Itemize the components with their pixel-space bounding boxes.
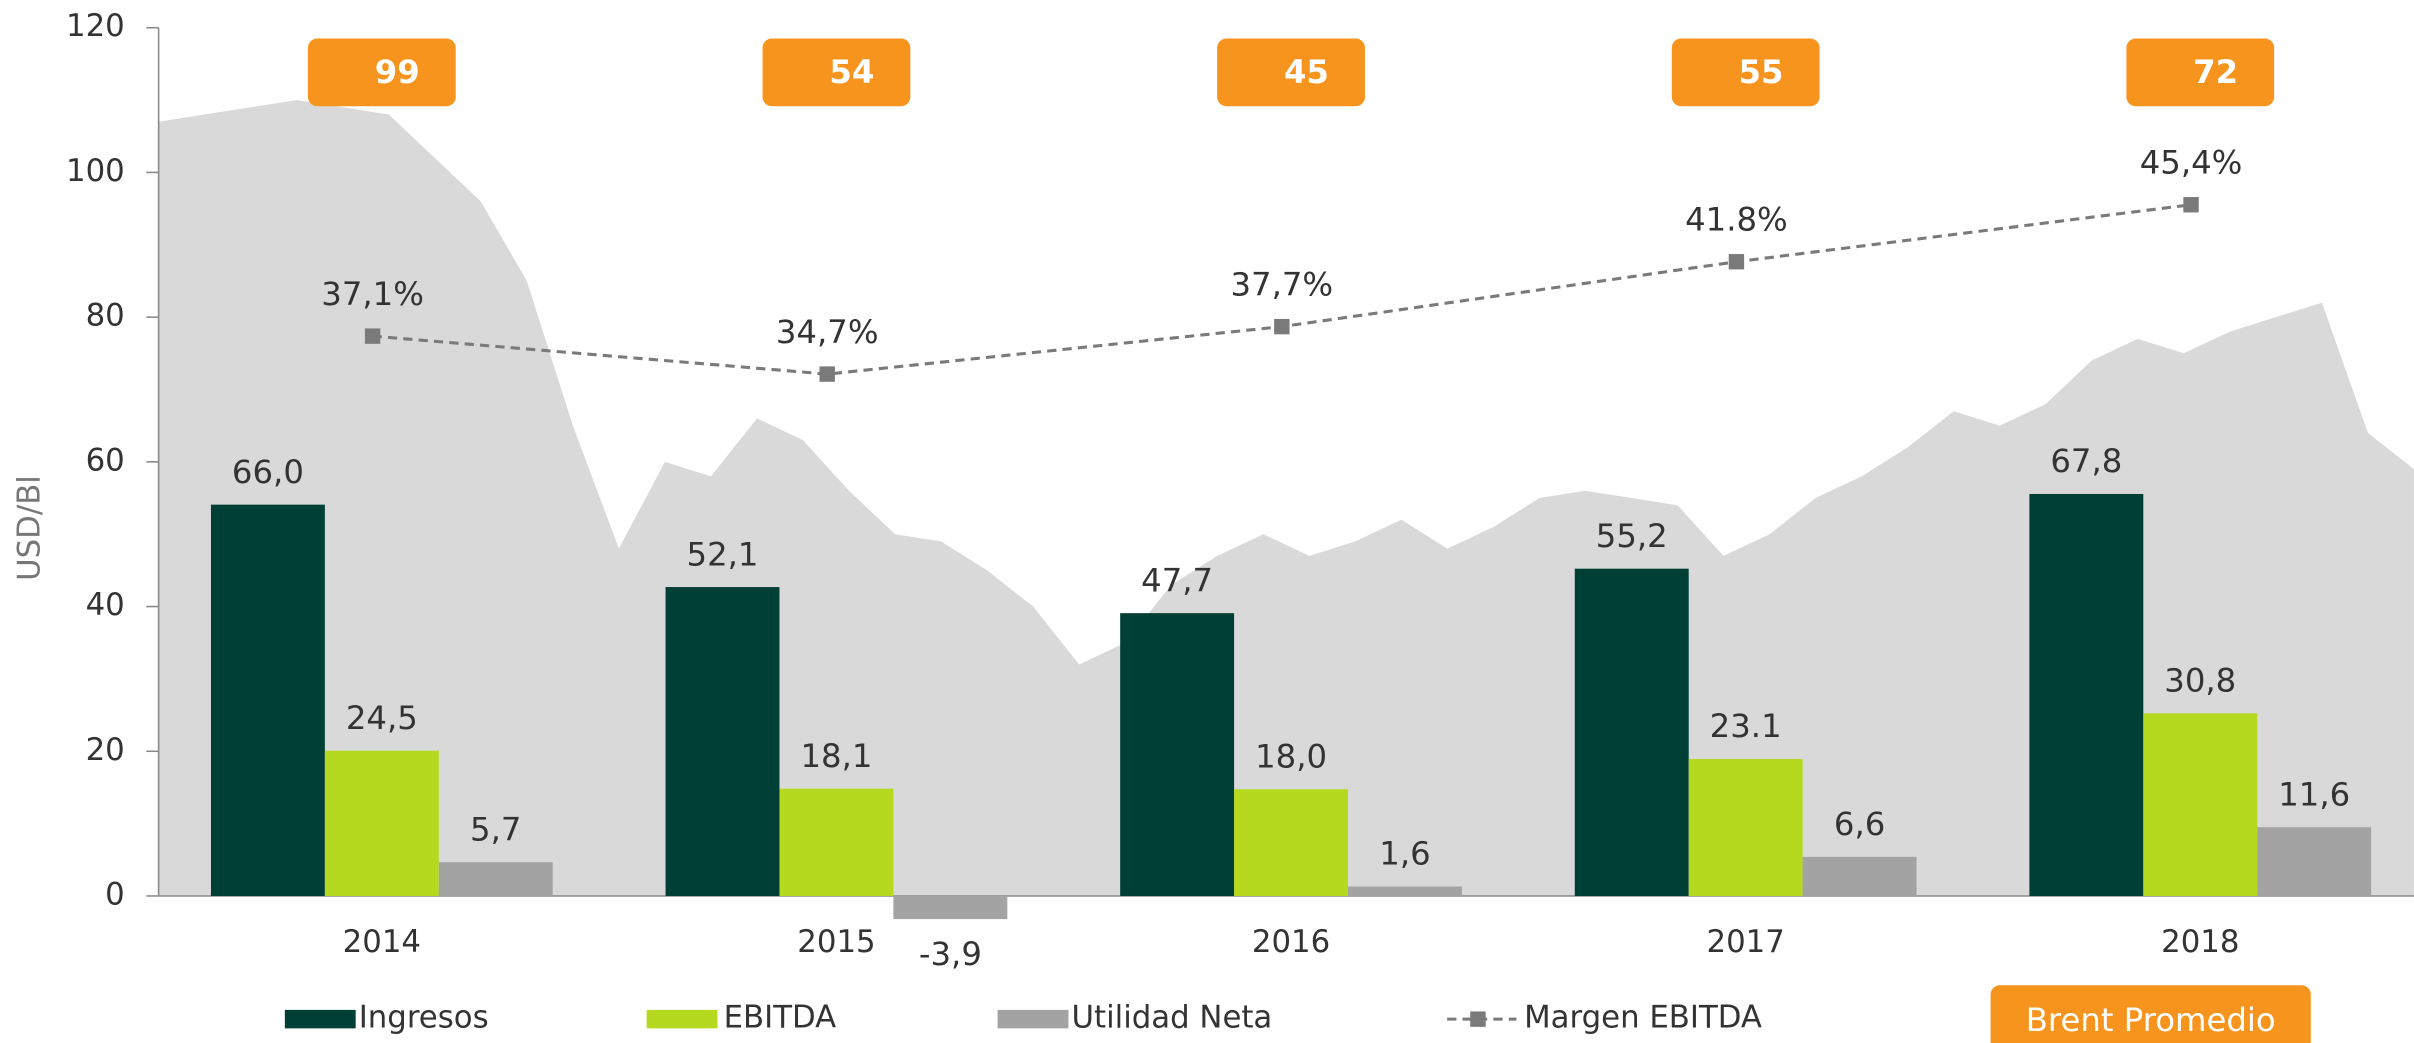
y-tick-label: 0 [105,876,125,912]
legend-swatch [997,1009,1069,1029]
margin-marker [364,328,381,344]
y-tick-label: 20 [86,732,125,768]
brent-badge [762,38,911,107]
bar-value-label: 47,7 [1141,561,1213,599]
bar-value-label: 30,8 [2164,662,2236,700]
brent-badge-label: 72 [2193,53,2238,91]
bar-value-label: 11,6 [2278,775,2350,813]
bar [1574,568,1689,896]
brent-badge-label: 54 [829,53,874,91]
bar [1120,613,1235,896]
bar-value-label: 5,7 [470,810,521,848]
margin-marker [2183,197,2199,213]
bar [665,587,780,896]
bar [1234,789,1349,896]
margin-marker [1274,318,1290,335]
bar-value-label: 52,1 [687,535,759,573]
bar-value-label: 1,6 [1379,835,1430,873]
bar [1348,886,1462,896]
bar [210,504,325,896]
y-tick-label: 40 [86,587,125,623]
brent-badge [307,38,456,107]
bar [1688,759,1803,896]
margin-value-label: 45,4% [2140,144,2243,182]
bar [438,862,553,896]
y-tick-label: 120 [66,8,125,44]
x-tick-label: 2016 [1252,924,1330,960]
bar-value-label: 24,5 [346,699,418,737]
brent-badge [1671,38,1820,107]
y-axis-label: USD/Bl [11,475,47,581]
x-tick-label: 2015 [797,924,875,960]
bar-value-label: 18,0 [1255,737,1327,775]
bar-value-label: 67,8 [2050,442,2122,480]
brent-badge-label: 99 [375,53,420,91]
margin-value-label: 37,7% [1230,266,1333,304]
bar-value-label: 66,0 [232,453,304,491]
legend-label: Margen EBITDA [1524,1000,1762,1036]
bar [893,895,1008,920]
legend-marker [1470,1011,1486,1027]
margin-value-label: 34,7% [776,313,879,351]
margin-marker [819,366,835,382]
y-tick-label: 80 [86,298,125,334]
margin-value-label: 37,1% [321,275,424,313]
bar [2143,713,2258,896]
bar-value-label: 6,6 [1834,805,1885,843]
brent-badge-label: 55 [1739,53,1784,91]
legend-swatch [646,1009,718,1029]
legend-swatch [284,1009,356,1029]
bar-value-label: 55,2 [1596,517,1668,555]
legend-label: EBITDA [724,1000,837,1036]
margin-value-label: 41.8% [1685,201,1788,239]
bar [1802,856,1917,896]
bar [2029,493,2144,896]
x-tick-label: 2017 [1707,924,1785,960]
x-tick-label: 2018 [2161,924,2239,960]
bar-value-label: 23.1 [1710,707,1782,745]
y-tick-label: 100 [66,153,125,189]
bar-value-label: 18,1 [800,737,872,775]
margin-marker [1728,254,1745,270]
legend-label: Brent Promedio [2026,1001,2276,1039]
legend-label: Ingresos [359,1000,489,1036]
bar [779,788,894,896]
x-tick-label: 2014 [343,924,421,960]
bar-value-label: -3,9 [919,935,982,973]
bar [324,750,439,896]
legend-brent-box [1990,985,2311,1043]
brent-badge [1217,38,1365,107]
y-tick-label: 60 [86,442,125,478]
bar [2257,827,2372,896]
brent-badge [2126,38,2275,107]
legend-label: Utilidad Neta [1072,1000,1273,1036]
brent-badge-label: 45 [1284,53,1329,91]
